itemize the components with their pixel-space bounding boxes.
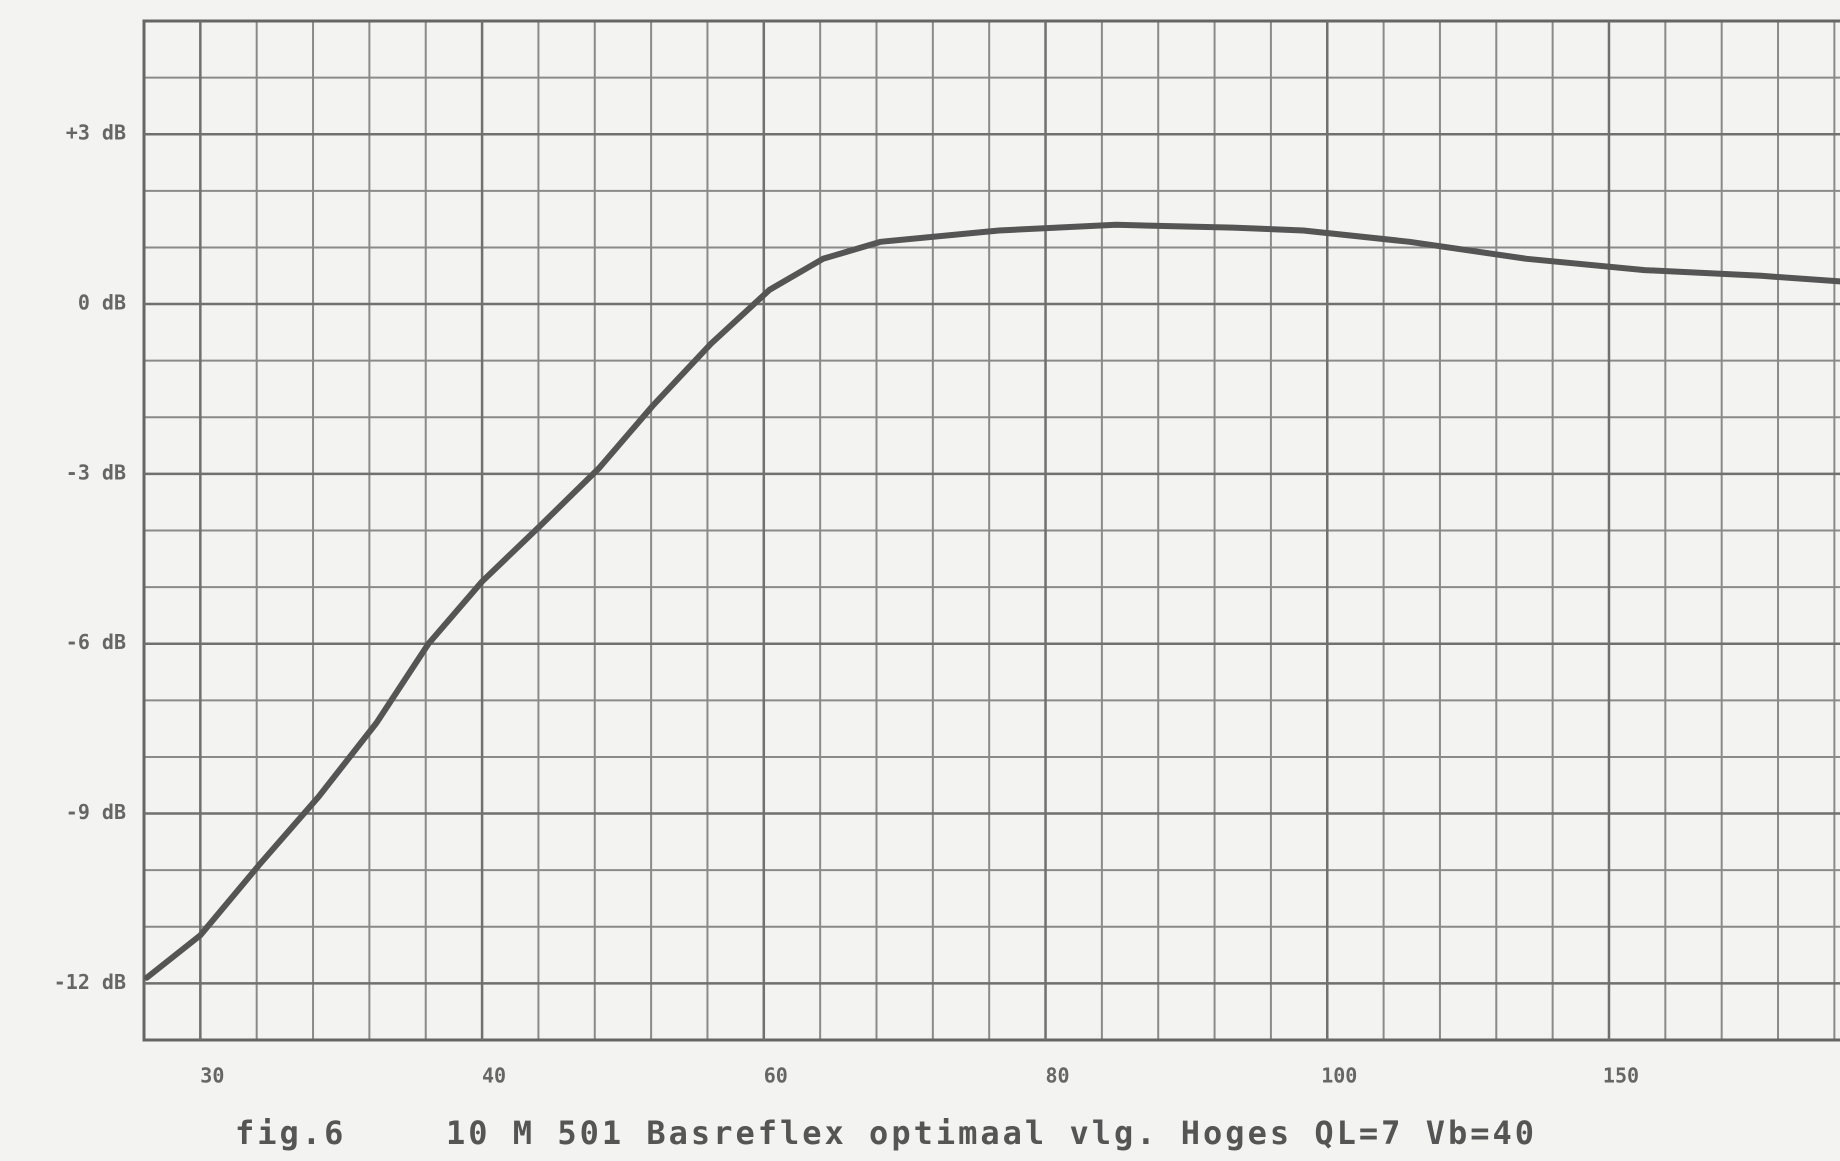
x-tick-label: 150 [1603,1064,1639,1088]
y-tick-label: -9 dB [66,800,126,824]
figure-label: fig.6 [235,1114,346,1152]
x-tick-label: 60 [764,1064,788,1088]
x-tick-label: 80 [1045,1064,1069,1088]
x-tick-label: 30 [200,1064,224,1088]
plot-frame [142,19,1840,1042]
y-tick-label: +3 dB [66,121,126,145]
x-tick-label: 40 [482,1064,506,1088]
y-tick-label: -3 dB [66,460,126,484]
y-tick-label: -6 dB [66,630,126,654]
y-tick-label: 0 dB [78,291,126,315]
chart-title: 10 M 501 Basreflex optimaal vlg. Hoges Q… [446,1114,1537,1152]
y-tick-label: -12 dB [54,970,126,994]
x-tick-label: 100 [1321,1064,1357,1088]
response-curve [143,221,1840,981]
